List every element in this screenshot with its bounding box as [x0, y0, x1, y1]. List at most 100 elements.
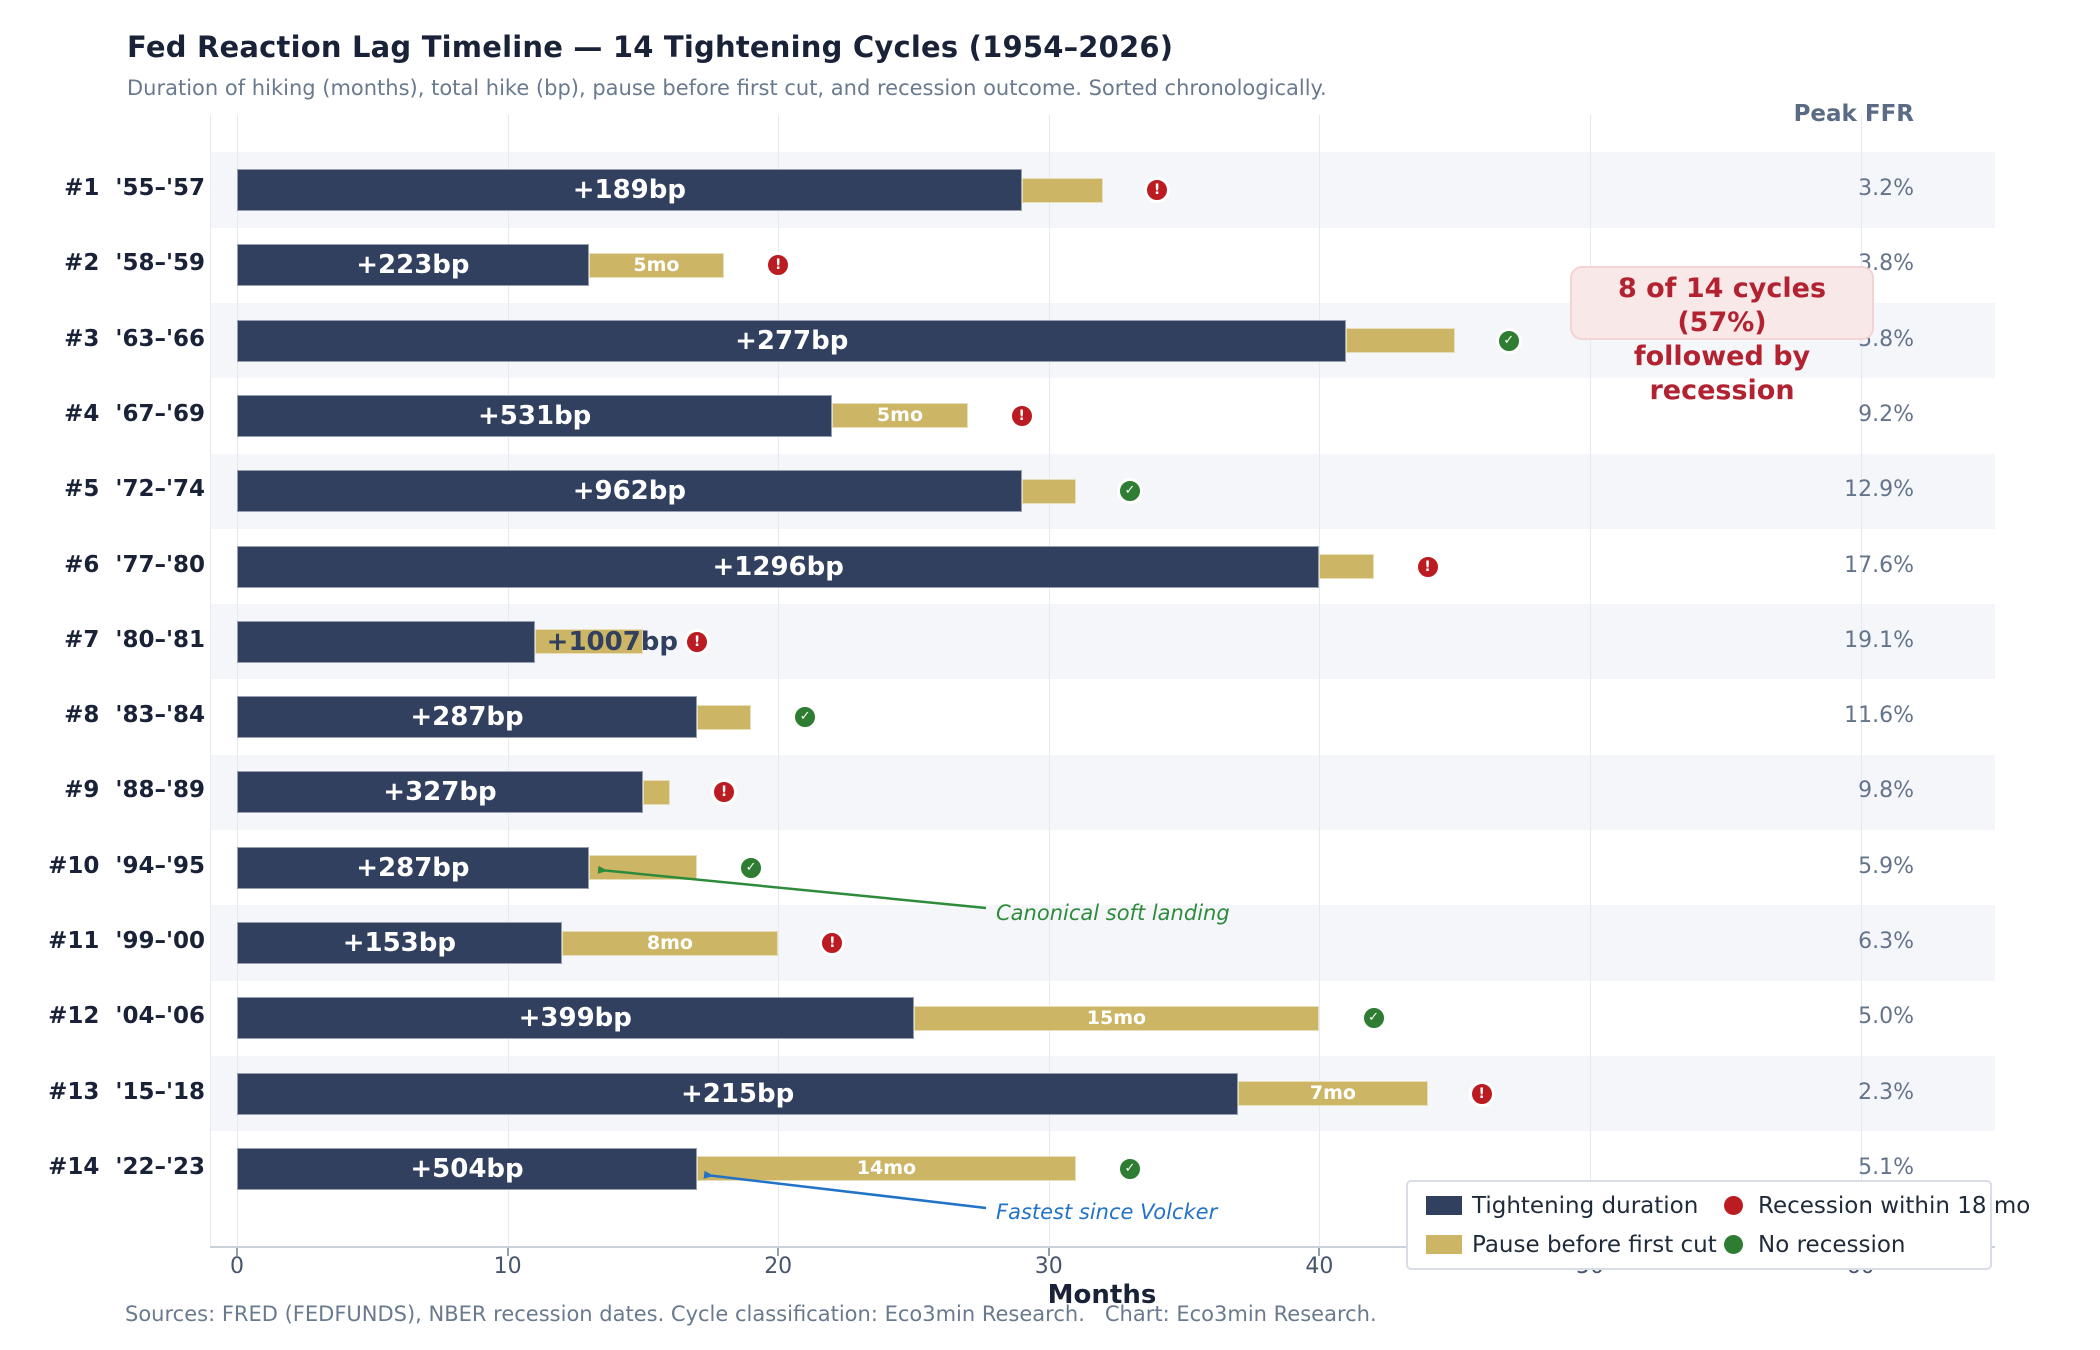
x-tick-label: 20	[764, 1254, 793, 1279]
soft-landing-annotation: Canonical soft landing	[996, 901, 1230, 925]
hike-bp-label: +504bp	[410, 1153, 524, 1184]
pause-duration-label: 5mo	[633, 253, 680, 276]
hike-bp-label: +153bp	[342, 928, 456, 958]
legend-label-pause: Pause before first cut	[1472, 1232, 1717, 1258]
legend-swatch-pause	[1426, 1235, 1462, 1254]
chart-subtitle: Duration of hiking (months), total hike …	[127, 76, 1327, 100]
recession-marker-icon: !	[765, 252, 792, 279]
pause-bar	[534, 629, 643, 655]
pause-bar	[913, 1005, 1320, 1031]
peak-ffr-value: 11.6%	[1844, 703, 1914, 729]
tightening-bar	[237, 545, 1320, 588]
hike-bp-label: +1296bp	[712, 551, 844, 582]
cycle-row-label: #9 '88–'89	[64, 777, 205, 804]
tightening-bar	[237, 696, 698, 739]
recession-stat-line1: 8 of 14 cycles (57%)	[1617, 273, 1827, 338]
gridline	[1860, 115, 1862, 1246]
recession-marker-icon: !	[684, 628, 711, 655]
recession-marker-icon: !	[711, 779, 738, 806]
no-recession-marker-icon: ✓	[1360, 1005, 1387, 1032]
peak-ffr-value: 6.3%	[1858, 929, 1914, 954]
chart-title: Fed Reaction Lag Timeline — 14 Tightenin…	[127, 30, 1174, 64]
pause-bar	[588, 855, 697, 881]
gridline	[210, 115, 211, 1246]
recession-marker-icon: !	[1144, 177, 1171, 203]
hike-bp-label: +399bp	[518, 1003, 632, 1034]
peak-ffr-value: 2.3%	[1858, 1079, 1914, 1105]
pause-bar	[1021, 177, 1103, 203]
no-recession-marker-icon: ✓	[792, 704, 819, 731]
legend: Tightening duration Pause before first c…	[1406, 1180, 2030, 1270]
pause-bar	[561, 930, 779, 956]
peak-ffr-value: 19.1%	[1844, 627, 1914, 653]
peak-ffr-value: 5.0%	[1858, 1004, 1914, 1030]
pause-bar	[588, 252, 725, 278]
legend-label-recession: Recession within 18 mo	[1758, 1193, 2031, 1219]
tightening-bar	[237, 1072, 1239, 1115]
cycle-row-label: #1 '55–'57	[64, 175, 205, 201]
peak-ffr-value: 17.6%	[1844, 552, 1914, 578]
pause-bar	[1021, 478, 1076, 504]
hike-bp-label: +962bp	[572, 476, 686, 507]
x-tick-label: 30	[1034, 1254, 1063, 1279]
hike-bp-label: +223bp	[356, 250, 470, 281]
hike-bp-label: +189bp	[572, 175, 686, 205]
pause-bar	[1238, 1081, 1428, 1107]
pause-duration-label: 7mo	[1309, 1082, 1356, 1105]
gridline	[778, 115, 780, 1246]
no-recession-marker-icon: ✓	[1116, 1155, 1143, 1182]
cycle-row-label: #5 '72–'74	[64, 476, 205, 503]
peak-ffr-value: 9.8%	[1858, 778, 1914, 804]
peak-ffr-value: 5.1%	[1858, 1154, 1914, 1180]
x-tick-label: 10	[493, 1254, 522, 1279]
cycle-row-label: #8 '83–'84	[64, 702, 205, 729]
pause-bar	[1319, 554, 1374, 579]
peak-ffr-column-header: Peak FFR	[1793, 101, 1914, 127]
x-axis-line	[210, 1246, 1995, 1248]
tightening-bar	[237, 620, 535, 663]
peak-ffr-value: 12.9%	[1844, 477, 1914, 503]
cycle-row-label: #12 '04–'06	[48, 1003, 205, 1030]
tightening-bar	[237, 470, 1022, 513]
x-tick-label: 40	[1305, 1254, 1334, 1279]
x-tick-label: 0	[230, 1254, 244, 1279]
tightening-bar	[237, 1147, 698, 1190]
pause-bar	[1346, 328, 1455, 354]
hike-bp-label: +1007bp	[546, 626, 679, 657]
x-axis-title: Months	[1047, 1280, 1157, 1310]
no-recession-marker-icon: ✓	[1116, 478, 1143, 505]
gridline	[1048, 115, 1050, 1246]
tightening-bar	[237, 319, 1347, 362]
cycle-row-label: #2 '58–'59	[64, 250, 205, 277]
recession-stat-callout: 8 of 14 cycles (57%) followed by recessi…	[1570, 266, 1874, 406]
cycle-row-label: #10 '94–'95	[48, 852, 205, 879]
cycle-row-label: #4 '67–'69	[64, 400, 205, 427]
hike-bp-label: +287bp	[356, 852, 470, 883]
gridline	[507, 115, 509, 1246]
pause-duration-label: 14mo	[856, 1157, 917, 1180]
source-footer: Sources: FRED (FEDFUNDS), NBER recession…	[125, 1302, 1377, 1326]
x-tick-mark	[777, 1248, 780, 1256]
hike-bp-label: +287bp	[410, 702, 524, 733]
tightening-bar	[237, 846, 589, 889]
gridline	[1590, 115, 1591, 1246]
tightening-bar	[237, 922, 562, 964]
peak-ffr-value: 3.2%	[1858, 176, 1914, 201]
cycle-row-label: #11 '99–'00	[48, 928, 205, 954]
x-tick-mark	[236, 1248, 238, 1256]
recession-marker-icon: !	[1414, 553, 1441, 580]
pause-bar	[697, 704, 752, 730]
legend-dot-no-recession	[1724, 1235, 1743, 1254]
tightening-bar	[237, 997, 914, 1040]
recession-marker-icon: !	[1468, 1080, 1495, 1107]
tightening-bar	[237, 394, 833, 437]
cycle-row-label: #3 '63–'66	[64, 325, 205, 352]
pause-duration-label: 5mo	[876, 404, 923, 427]
x-tick-mark	[1318, 1248, 1321, 1256]
recession-marker-icon: !	[1008, 402, 1035, 429]
pause-duration-label: 8mo	[646, 931, 693, 954]
hike-bp-label: +215bp	[680, 1078, 795, 1109]
cycle-row-label: #6 '77–'80	[64, 551, 205, 578]
